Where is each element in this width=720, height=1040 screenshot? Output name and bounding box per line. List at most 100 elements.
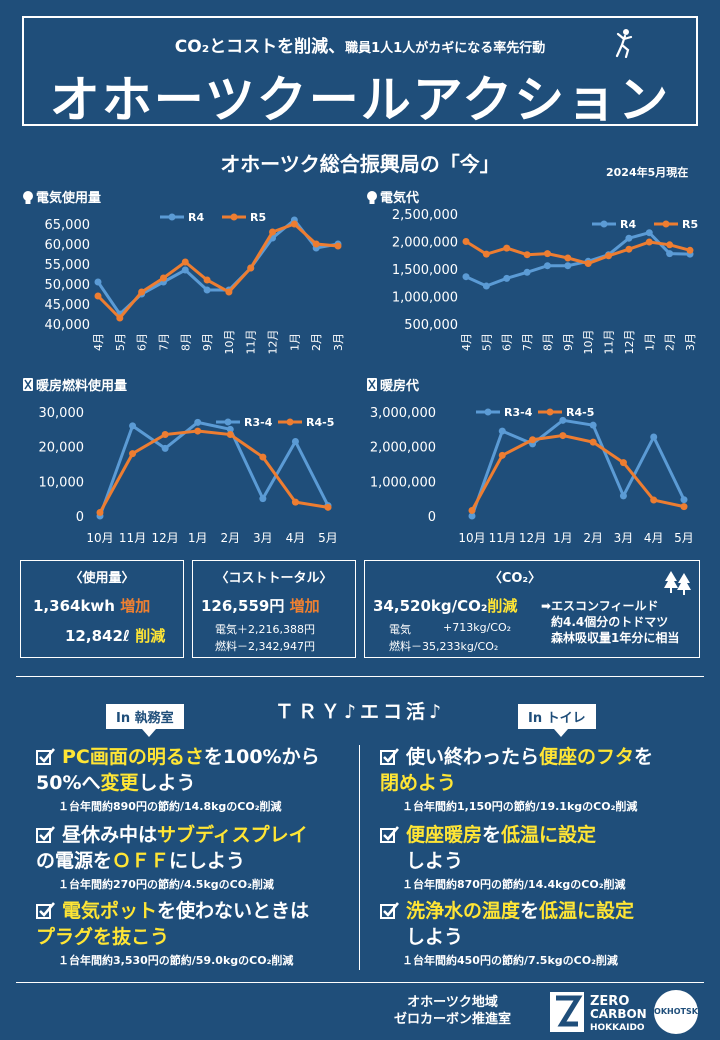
- y-tick-label: 45,000: [45, 298, 91, 313]
- data-point: [194, 418, 202, 426]
- cost-fuel: 燃料－2,342,947円: [215, 640, 315, 653]
- item-text: PC画面の明るさを100%から: [36, 744, 356, 770]
- item-highlight: 変更: [100, 772, 139, 794]
- legend-item: R4: [592, 218, 636, 231]
- legend-item: R3-4: [216, 416, 273, 429]
- data-point: [334, 242, 342, 250]
- lightbulb-icon: [23, 191, 33, 204]
- y-tick-label: 55,000: [45, 258, 91, 273]
- x-tick-label: 12月: [623, 330, 636, 355]
- x-tick-label: 5月: [318, 531, 338, 545]
- data-point: [324, 503, 332, 511]
- data-point: [247, 264, 255, 272]
- checkbox-icon: [380, 902, 399, 919]
- item-text-plain: 使い終わったら: [406, 746, 540, 768]
- x-tick-label: 9月: [201, 333, 214, 351]
- legend-item: R4-5: [538, 406, 594, 419]
- y-tick-label: 2,500,000: [392, 208, 458, 223]
- x-tick-label: 12月: [152, 531, 179, 545]
- summary-co2-title: 〈CO₂〉: [488, 571, 542, 586]
- data-point: [259, 453, 267, 461]
- checkbox-icon: [36, 826, 55, 843]
- item-text-2: 50%へ変更しよう: [36, 770, 356, 796]
- cost-total-change: 増加: [289, 597, 320, 615]
- y-tick-label: 40,000: [45, 318, 91, 333]
- lightbulb-icon: [367, 191, 377, 204]
- item-text-plain: 50%へ: [36, 772, 101, 794]
- co2-total-change: 削減: [487, 597, 518, 615]
- item-text: 昼休み中はサブディスプレイ: [36, 822, 356, 848]
- co2-fuel: 燃料－35,233kg/CO₂: [389, 640, 499, 653]
- y-tick-label: 30,000: [39, 406, 85, 421]
- data-point: [589, 421, 597, 429]
- header-subtitle-main: CO₂とコストを削減、: [174, 37, 346, 57]
- okhotsk-seal: OKHOTSK: [654, 990, 698, 1034]
- x-tick-label: 3月: [614, 531, 634, 545]
- data-point: [564, 262, 572, 270]
- x-tick-label: 3月: [253, 531, 273, 545]
- item-text-2: プラグを抜こう: [36, 924, 356, 950]
- data-point: [225, 288, 233, 296]
- y-tick-label: 20,000: [39, 441, 85, 456]
- summary-cost: 〈コストトータル〉 126,559円 増加 電気＋2,216,388円 燃料－2…: [192, 560, 356, 658]
- item-text-plain: を: [482, 824, 502, 846]
- data-point: [619, 459, 627, 467]
- checkbox-icon: [36, 748, 55, 765]
- divider-vertical: [359, 745, 360, 970]
- header-subtitle-sub: 職員1人1人がカギになる率先行動: [345, 41, 546, 56]
- x-tick-label: 12月: [267, 330, 280, 355]
- series-line: [465, 240, 691, 266]
- co2-elec: +713kg/CO₂: [443, 621, 512, 634]
- y-tick-label: 3,000,000: [370, 406, 436, 421]
- data-point: [161, 444, 169, 452]
- item-note: １台年間約1,150円の節約/19.1kgのCO₂削減: [402, 800, 638, 813]
- item-note: １台年間約450円の節約/7.5kgのCO₂削減: [402, 954, 618, 967]
- chart-title: 電気代: [380, 190, 419, 206]
- series-line: [470, 434, 685, 512]
- data-point: [529, 436, 537, 444]
- y-tick-label: 0: [76, 510, 84, 525]
- usage-elec-row: 1,364kwh 増加: [33, 595, 150, 616]
- x-tick-label: 11月: [245, 330, 258, 355]
- data-point: [468, 512, 476, 520]
- data-point: [645, 238, 653, 246]
- summary-co2: 〈CO₂〉 34,520kg/CO₂削減 電気 +713kg/CO₂ 燃料－35…: [364, 560, 700, 658]
- item-text-2: 閉めよう: [380, 770, 700, 796]
- item-text-2: の電源をＯＦＦにしよう: [36, 848, 356, 874]
- item-text-plain: を100%から: [203, 746, 320, 768]
- chart-title: 暖房代: [380, 378, 419, 394]
- data-point: [564, 254, 572, 262]
- data-point: [159, 274, 167, 282]
- item-highlight: 便座のフタ: [539, 746, 635, 768]
- section-title: オホーツク総合振興局の「今」: [220, 152, 500, 176]
- y-tick-label: 60,000: [45, 238, 91, 253]
- chart-electricity-usage: 電気使用量 65,000 60,000 55,000 50,000 45,000 40,00…: [20, 182, 350, 372]
- data-point: [543, 262, 551, 270]
- page-title: オホーツクールアクション: [49, 71, 671, 129]
- data-point: [645, 229, 653, 237]
- legend-label: R3-4: [244, 416, 273, 429]
- legend-label: R5: [682, 218, 698, 231]
- x-tick-label: 12月: [519, 531, 546, 545]
- item-text-2: しよう: [380, 848, 700, 874]
- item-text-plain: 昼休み中は: [62, 824, 158, 846]
- item-highlight: 閉めよう: [380, 772, 457, 794]
- y-tick-label: 1,000,000: [392, 291, 458, 306]
- item-highlight: 電気ポット: [62, 900, 158, 922]
- item-highlight: 低温に設定: [539, 900, 635, 922]
- data-point: [680, 496, 688, 504]
- data-point: [161, 431, 169, 439]
- y-tick-label: 500,000: [404, 318, 458, 333]
- legend-label: R4-5: [306, 416, 334, 429]
- x-tick-label: 4月: [286, 531, 306, 545]
- data-point: [226, 431, 234, 439]
- data-point: [498, 427, 506, 435]
- x-tick-label: 1月: [553, 531, 573, 545]
- legend-item: R5: [222, 211, 266, 224]
- x-tick-label: 7月: [157, 333, 170, 351]
- x-tick-label: 6月: [501, 333, 514, 351]
- item-text-plain: にしよう: [169, 850, 246, 872]
- data-point: [181, 258, 189, 266]
- legend-item: R5: [654, 218, 698, 231]
- x-tick-label: 5月: [674, 531, 694, 545]
